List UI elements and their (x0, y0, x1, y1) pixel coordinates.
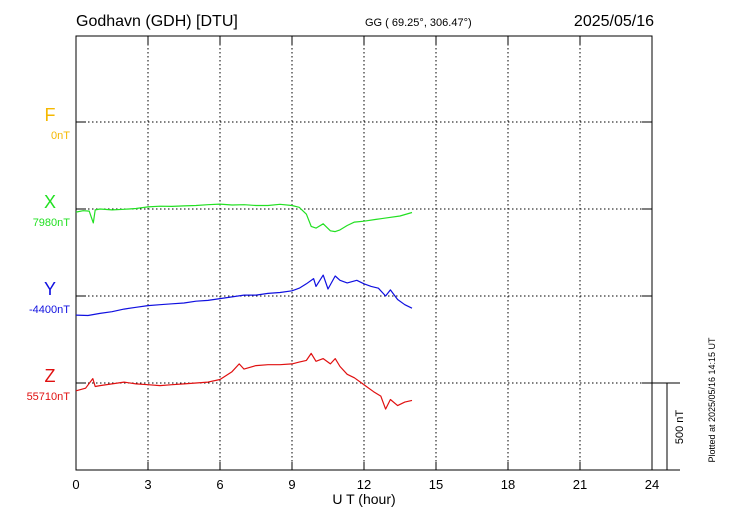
channel-baseline-z: 55710nT (27, 391, 71, 403)
series-line-y (75, 274, 413, 317)
x-tick-label: 6 (216, 477, 223, 492)
series-line-z (75, 352, 413, 410)
x-tick-label: 9 (288, 477, 295, 492)
channel-baseline-x: 7980nT (33, 217, 71, 229)
plotted-timestamp: Plotted at 2025/05/16 14:15 UT (707, 337, 717, 463)
x-tick-labels: 0 3 6 9 12 15 18 21 24 (72, 477, 659, 492)
x-axis-label: U T (hour) (332, 491, 395, 507)
channel-labels: F 0nT X 7980nT Y -4400nT Z 55710nT (27, 105, 71, 403)
grid-lines (147, 36, 581, 470)
series-line-x (75, 203, 413, 233)
x-tick-label: 21 (573, 477, 587, 492)
scale-bar-label: 500 nT (674, 410, 686, 445)
x-tick-label: 12 (357, 477, 371, 492)
channel-baseline-y: -4400nT (29, 304, 70, 316)
series-lines (75, 203, 413, 410)
x-tick-label: 3 (144, 477, 151, 492)
channel-name-z: Z (45, 366, 56, 386)
x-tick-label: 0 (72, 477, 79, 492)
channel-name-f: F (45, 105, 56, 125)
channel-baseline-f: 0nT (51, 130, 70, 142)
x-tick-label: 15 (429, 477, 443, 492)
x-tick-label: 24 (645, 477, 659, 492)
x-tick-label: 18 (501, 477, 515, 492)
scale-bar (644, 382, 680, 471)
channel-name-x: X (44, 192, 56, 212)
plot-date: 2025/05/16 (574, 13, 654, 30)
station-title: Godhavn (GDH) [DTU] (76, 13, 238, 30)
channel-name-y: Y (44, 279, 56, 299)
baselines (75, 36, 653, 470)
station-coords: GG ( 69.25°, 306.47°) (365, 17, 472, 29)
